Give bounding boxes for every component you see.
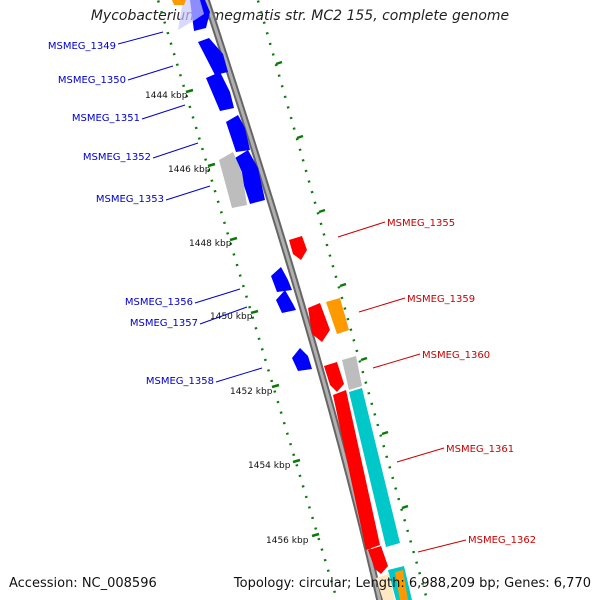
scale-label: 1448 kbp	[189, 239, 232, 249]
gene-msmeg-1361[interactable]	[333, 390, 380, 550]
gene-label[interactable]: MSMEG_1355	[387, 218, 455, 229]
gene-label[interactable]: MSMEG_1361	[446, 444, 514, 455]
scale-label: 1454 kbp	[248, 461, 291, 471]
genome-backbone	[202, 0, 384, 600]
scale-label: 1452 kbp	[230, 387, 273, 397]
gene-msmeg-1355[interactable]	[289, 236, 307, 260]
gene-msmeg-1357[interactable]	[276, 290, 296, 313]
gene-label[interactable]: MSMEG_1350	[58, 75, 126, 86]
gene-label[interactable]: MSMEG_1362	[468, 535, 536, 546]
genome-summary-text: Topology: circular; Length: 6,988,209 bp…	[233, 576, 591, 591]
gene-label[interactable]: MSMEG_1360	[422, 350, 490, 361]
gene-label[interactable]: MSMEG_1352	[83, 152, 151, 163]
scale-label: 1450 kbp	[210, 312, 253, 322]
scale-label: 1446 kbp	[168, 165, 211, 175]
right-leader-lines	[337, 221, 467, 553]
gene-label[interactable]: MSMEG_1351	[72, 113, 140, 124]
gene-msmeg-1359[interactable]	[308, 303, 330, 342]
left-gene-labels: MSMEG_1349 MSMEG_1350 MSMEG_1351 MSMEG_1…	[48, 41, 214, 387]
gene-msmeg-1351[interactable]	[206, 72, 234, 111]
gene-label[interactable]: MSMEG_1353	[96, 194, 164, 205]
scale-label: 1444 kbp	[145, 91, 188, 101]
scale-label: 1456 kbp	[266, 536, 309, 546]
gene-msmeg-1353[interactable]	[235, 150, 265, 204]
gene-msmeg-1362[interactable]	[368, 546, 388, 574]
gene-msmeg-1360[interactable]	[324, 362, 344, 392]
accession-text: Accession: NC_008596	[9, 576, 157, 591]
right-gene-labels: MSMEG_1355 MSMEG_1359 MSMEG_1360 MSMEG_1…	[387, 218, 536, 546]
gene-msmeg-1349-faded[interactable]	[178, 0, 204, 30]
gene-msmeg-1358[interactable]	[292, 348, 312, 371]
gene-msmeg-1352[interactable]	[226, 115, 250, 152]
gene-msmeg-1356[interactable]	[271, 267, 292, 292]
reverse-genes	[178, 0, 312, 371]
gene-msmeg-1360-gray[interactable]	[342, 356, 362, 390]
feature-bottom-white[interactable]	[376, 574, 395, 600]
feature-bottom-orange[interactable]	[395, 570, 408, 600]
feature-top-orange[interactable]	[172, 0, 186, 5]
left-leader-lines	[117, 31, 263, 383]
gene-msmeg-1350[interactable]	[198, 38, 228, 75]
gene-label[interactable]: MSMEG_1356	[125, 297, 193, 308]
left-scale-track	[156, 0, 339, 600]
major-ticks-left	[185, 88, 320, 538]
gene-label[interactable]: MSMEG_1359	[407, 294, 475, 305]
gene-label[interactable]: MSMEG_1357	[130, 318, 198, 329]
forward-genes	[172, 0, 412, 600]
gene-label[interactable]: MSMEG_1349	[48, 41, 116, 52]
gene-msmeg-1361-cds[interactable]	[349, 388, 400, 547]
major-ticks-right	[275, 60, 409, 510]
pseudo-feature-gray[interactable]	[219, 152, 247, 208]
feature-orange[interactable]	[326, 298, 349, 334]
gene-label[interactable]: MSMEG_1358	[146, 376, 214, 387]
